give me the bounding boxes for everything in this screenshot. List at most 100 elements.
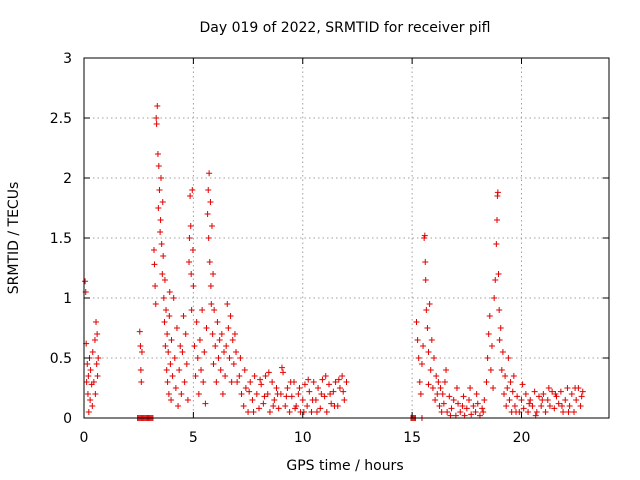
data-point (437, 385, 444, 391)
data-point (470, 403, 477, 409)
data-point (198, 367, 205, 373)
data-point (87, 397, 94, 403)
data-point (472, 409, 479, 415)
data-point (486, 313, 493, 319)
data-point (189, 247, 196, 253)
data-point (193, 319, 200, 325)
data-point (433, 373, 440, 379)
data-point (571, 409, 577, 415)
data-point (160, 295, 167, 301)
data-point (503, 403, 510, 409)
data-point (177, 343, 184, 349)
data-point (157, 229, 164, 235)
data-point (207, 283, 214, 289)
data-point (152, 301, 159, 307)
data-point (527, 397, 534, 403)
data-point (194, 355, 201, 361)
data-point (296, 385, 303, 391)
data-point (195, 391, 202, 397)
data-point (431, 355, 437, 361)
data-point (217, 367, 224, 373)
data-point (545, 385, 552, 391)
data-point (186, 259, 192, 265)
data-point (328, 400, 335, 407)
data-point (474, 400, 481, 407)
data-point (499, 349, 506, 355)
data-point (200, 379, 207, 385)
data-point (89, 403, 96, 409)
data-point (326, 381, 332, 388)
data-point (256, 405, 262, 412)
data-point (413, 319, 420, 325)
data-point (323, 409, 330, 415)
data-point (332, 379, 339, 385)
data-point (284, 385, 291, 391)
data-point (455, 400, 462, 407)
data-point (182, 331, 189, 337)
data-point (435, 379, 442, 385)
data-point (203, 325, 210, 331)
data-point (227, 313, 234, 319)
data-point (341, 397, 348, 403)
data-point (172, 385, 179, 391)
data-point (154, 151, 161, 157)
data-point (562, 397, 569, 403)
data-point (171, 355, 178, 361)
data-point (490, 385, 497, 391)
data-point (510, 373, 517, 379)
data-point (444, 409, 451, 415)
data-point (295, 391, 302, 397)
data-point (188, 271, 195, 277)
data-point (138, 379, 145, 385)
data-point (483, 379, 490, 385)
data-point (432, 397, 439, 403)
y-tick-label: 2 (63, 171, 72, 187)
data-point (225, 325, 232, 331)
data-point (542, 409, 549, 415)
data-point (260, 400, 267, 407)
data-point (305, 376, 312, 383)
data-point (425, 381, 432, 388)
data-point (138, 349, 145, 355)
data-point (213, 379, 220, 385)
data-point (151, 261, 158, 268)
data-point (511, 403, 518, 409)
data-point (186, 235, 193, 241)
chart-title: Day 019 of 2022, SRMTID for receiver pif… (199, 20, 490, 36)
data-point (502, 373, 509, 379)
data-point (224, 301, 231, 307)
data-point (169, 373, 176, 379)
data-point (558, 403, 565, 409)
data-point (315, 385, 322, 391)
data-point (238, 391, 245, 397)
data-point (168, 337, 175, 343)
data-point (566, 403, 573, 409)
data-point (450, 397, 457, 403)
data-point (266, 409, 273, 415)
data-point (425, 349, 432, 355)
data-point (92, 391, 99, 397)
data-point (544, 397, 551, 403)
y-tick-label: 3 (63, 51, 72, 67)
data-point (222, 373, 229, 379)
data-point (208, 223, 215, 229)
data-point (420, 343, 427, 349)
data-point (91, 337, 98, 343)
data-point (484, 355, 491, 361)
data-point (514, 393, 521, 400)
data-point (270, 403, 277, 409)
x-tick-label: 0 (80, 430, 89, 446)
data-point (159, 199, 166, 205)
data-point (153, 115, 160, 121)
data-point (206, 259, 213, 265)
data-point (306, 388, 313, 395)
data-point (434, 391, 441, 397)
x-tick-labels: 0 5 10 15 20 (80, 430, 531, 446)
data-point (173, 325, 180, 331)
data-point (245, 409, 252, 415)
data-point (155, 163, 162, 169)
data-point (199, 307, 206, 313)
data-point (555, 400, 562, 407)
data-point (466, 397, 472, 403)
data-point (438, 409, 445, 415)
